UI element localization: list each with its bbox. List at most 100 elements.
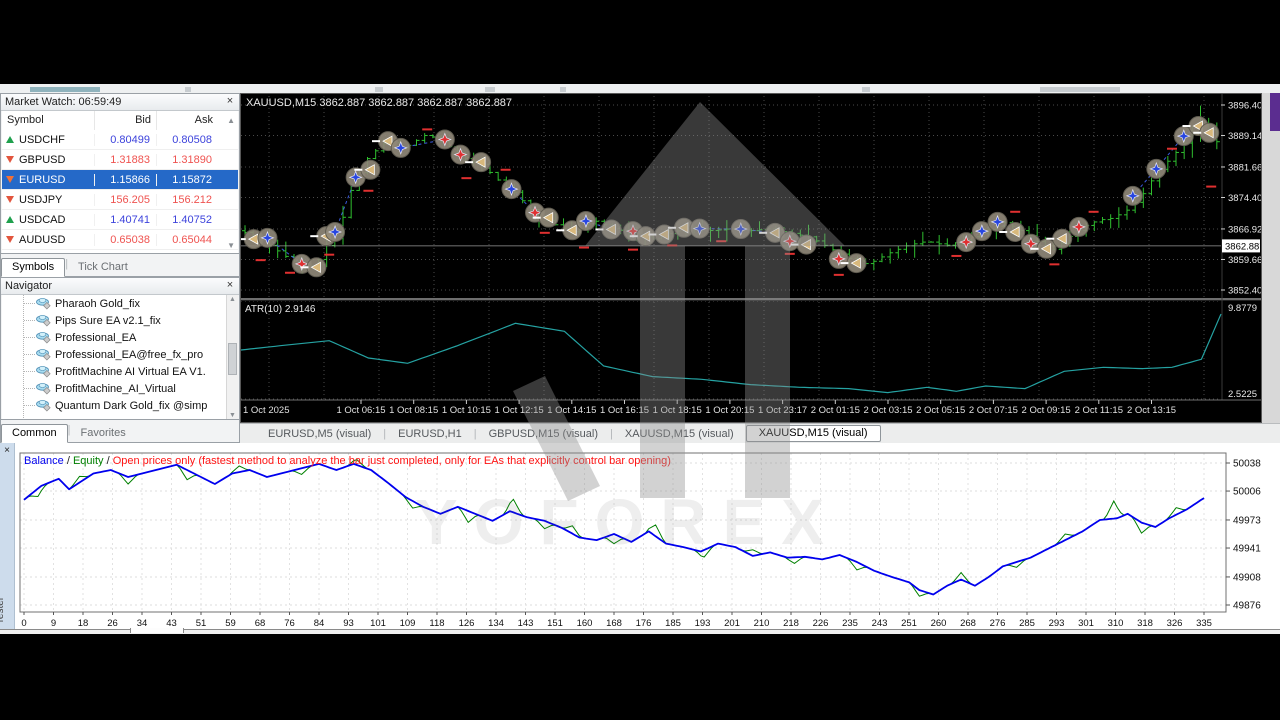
close-icon[interactable]: × [226, 95, 234, 107]
symbol-cell: GBPUSD [2, 154, 94, 166]
tab-favorites[interactable]: Favorites [80, 427, 126, 439]
tab-symbols[interactable]: Symbols [1, 258, 66, 277]
svg-text:68: 68 [255, 618, 266, 629]
tester-active-tab-top [130, 628, 184, 633]
scroll-up-icon[interactable]: ▲ [229, 296, 236, 303]
scrollbar-thumb[interactable] [228, 342, 237, 375]
scroll-down-icon[interactable]: ▼ [229, 412, 236, 419]
svg-text:276: 276 [990, 618, 1006, 629]
market-watch-row[interactable]: AUDUSD 0.65038 0.65044 [2, 230, 238, 250]
chart-tab-3[interactable]: XAUUSD,M15 (visual) [624, 427, 734, 440]
svg-text:301: 301 [1078, 618, 1094, 629]
close-icon[interactable]: × [226, 279, 234, 291]
svg-text:160: 160 [577, 618, 593, 629]
arrow-down-icon [6, 236, 14, 243]
market-watch-row[interactable]: GBPUSD 1.31883 1.31890 [2, 150, 238, 170]
symbol-cell: EURUSD [2, 174, 94, 186]
column-header-bid[interactable]: Bid [94, 111, 156, 130]
svg-text:76: 76 [284, 618, 295, 629]
navigator-tabs: Common | Favorites [1, 419, 239, 443]
svg-text:2 Oct 09:15: 2 Oct 09:15 [1022, 405, 1071, 416]
chart-tab-0[interactable]: EURUSD,M5 (visual) [268, 427, 372, 440]
price-chart[interactable]: ATR(10) 2.9146 3896.400 3889.140 3881.660 38… [237, 94, 1268, 422]
expert-advisor-icon [36, 298, 51, 310]
navigator-item[interactable]: Professional_EA [2, 329, 227, 346]
navigator-scrollbar[interactable]: ▲ ▼ [226, 295, 238, 420]
market-watch-row[interactable]: USDJPY 156.205 156.212 [2, 190, 238, 210]
market-watch-header: Symbol Bid Ask ▲ [2, 111, 238, 131]
svg-text:218: 218 [783, 618, 799, 629]
svg-text:210: 210 [754, 618, 770, 629]
svg-text:51: 51 [196, 618, 207, 629]
navigator-titlebar[interactable]: Navigator × [1, 278, 239, 295]
navigator-item[interactable]: Quantum Dark Gold_fix @simp [2, 397, 227, 414]
toolbar-fragment [862, 87, 870, 92]
svg-text:2 Oct 03:15: 2 Oct 03:15 [863, 405, 912, 416]
navigator-item[interactable]: ProfitMachine_AI_Virtual [2, 380, 227, 397]
symbol-label: AUDUSD [19, 233, 66, 246]
chart-tab-bar: EURUSD,M5 (visual) | EURUSD,H1 | GBPUSD,M15 … [240, 423, 1280, 443]
svg-text:3866.920: 3866.920 [1228, 224, 1261, 235]
expert-advisor-icon [36, 332, 51, 344]
tester-vertical-tab[interactable]: Tester [0, 591, 14, 632]
svg-text:3889.140: 3889.140 [1228, 131, 1261, 142]
svg-text:3874.400: 3874.400 [1228, 193, 1261, 204]
market-watch-row[interactable]: USDCHF 0.80499 0.80508 [2, 130, 238, 150]
svg-text:3881.660: 3881.660 [1228, 162, 1261, 173]
expert-advisor-icon [36, 315, 51, 327]
market-watch-rows: USDCHF 0.80499 0.80508 GBPUSD 1.31883 1.31890… [2, 130, 238, 255]
svg-text:118: 118 [429, 618, 444, 629]
toolbar-fragment [1040, 87, 1120, 92]
symbol-cell: USDCHF [2, 134, 94, 146]
ask-value: 156.212 [156, 193, 218, 206]
chart-title: XAUUSD,M15 3862.887 3862.887 3862.887 38… [246, 97, 513, 109]
svg-text:143: 143 [518, 618, 534, 629]
svg-text:26: 26 [107, 618, 118, 629]
chart-tab-1[interactable]: EURUSD,H1 [398, 427, 462, 440]
market-watch-row[interactable]: USDCAD 1.40741 1.40752 [2, 210, 238, 230]
navigator-title: Navigator [5, 280, 53, 292]
navigator-item-label: Pips Sure EA v2.1_fix [55, 314, 161, 327]
tester-tab-strip [0, 629, 1280, 634]
bid-value: 156.205 [94, 193, 156, 206]
ask-value: 0.65044 [156, 233, 218, 246]
svg-text:50006: 50006 [1233, 487, 1261, 498]
close-icon[interactable]: × [4, 445, 10, 456]
svg-text:9: 9 [51, 618, 56, 629]
tab-common[interactable]: Common [1, 424, 68, 443]
tab-tick-chart[interactable]: Tick Chart [78, 261, 128, 273]
ask-value: 1.15872 [156, 173, 218, 186]
market-watch-row[interactable]: EURUSD 1.15866 1.15872 [2, 170, 238, 190]
svg-text:2 Oct 01:15: 2 Oct 01:15 [811, 405, 860, 416]
tester-equity-chart[interactable]: 50038 50006 49973 49941 49908 49876 0 9 18 26 34 43… [14, 443, 1280, 632]
market-watch-title: Market Watch: 06:59:49 [5, 96, 122, 108]
svg-text:1 Oct 08:15: 1 Oct 08:15 [389, 405, 438, 416]
scroll-up-icon[interactable]: ▲ [227, 116, 235, 125]
svg-text:59: 59 [225, 618, 236, 629]
navigator-item[interactable]: Pharaoh Gold_fix [2, 295, 227, 312]
navigator-item[interactable]: Pips Sure EA v2.1_fix [2, 312, 227, 329]
svg-text:126: 126 [459, 618, 475, 629]
window-edge-accent [1270, 93, 1280, 131]
navigator-item[interactable]: ProfitMachine AI Virtual EA V1. [2, 363, 227, 380]
column-header-ask[interactable]: Ask [156, 111, 218, 130]
navigator-item[interactable]: Professional_EA@free_fx_pro [2, 346, 227, 363]
arrow-down-icon [6, 176, 14, 183]
scroll-down-icon[interactable]: ▼ [227, 241, 235, 250]
svg-text:18: 18 [78, 618, 89, 629]
svg-text:326: 326 [1167, 618, 1183, 629]
chart-tab-2[interactable]: GBPUSD,M15 (visual) [488, 427, 599, 440]
navigator-tree: Pharaoh Gold_fix Pips Sure EA v2.1_fix Pro… [2, 295, 227, 420]
chart-window[interactable]: ATR(10) 2.9146 3896.400 3889.140 3881.660 38… [237, 93, 1268, 423]
tab-separator: | [65, 258, 69, 270]
tree-branch-line [24, 388, 35, 389]
column-header-symbol[interactable]: Symbol [7, 114, 44, 126]
svg-text:1 Oct 06:15: 1 Oct 06:15 [336, 405, 385, 416]
chart-tab-4[interactable]: XAUUSD,M15 (visual) [745, 425, 881, 442]
svg-text:168: 168 [606, 618, 622, 629]
market-watch-titlebar[interactable]: Market Watch: 06:59:49 × [1, 94, 239, 111]
svg-text:285: 285 [1019, 618, 1035, 629]
tree-branch-line [24, 337, 35, 338]
bid-value: 1.40741 [94, 213, 156, 226]
tab-separator: | [67, 424, 71, 436]
